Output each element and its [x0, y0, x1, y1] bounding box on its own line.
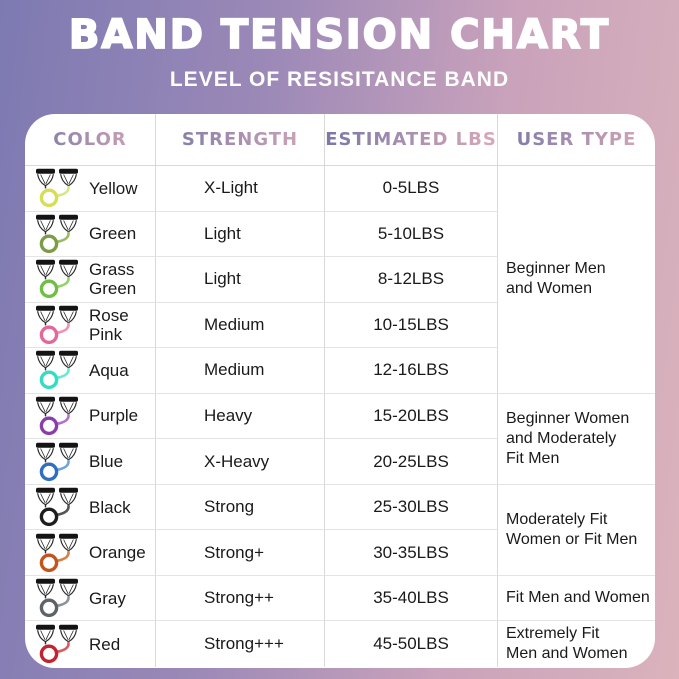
page-title: BAND TENSION CHART: [68, 11, 611, 59]
resistance-band-icon: [36, 351, 78, 390]
color-cell-red: Red: [25, 621, 156, 667]
resistance-band-icon: [36, 260, 78, 299]
color-cell-gray: Gray: [25, 575, 156, 622]
resistance-band-icon: [36, 578, 78, 618]
column-header-user-type: USER TYPE: [498, 114, 655, 166]
color-name-label: Green: [89, 224, 137, 244]
strength-cell-black: Strong: [156, 484, 325, 531]
strength-cell-yellow: X-Light: [156, 166, 325, 212]
estimated-lbs-cell-orange: 30-35LBS: [325, 530, 498, 576]
resistance-band-icon: [36, 396, 78, 436]
estimated-lbs-cell-blue: 20-25LBS: [325, 439, 498, 485]
user-type-cell-4: Fit Men and Women: [498, 576, 655, 622]
strength-cell-gray: Strong++: [156, 575, 325, 622]
color-name-label: Black: [89, 497, 131, 517]
strength-cell-grass-green: Light: [156, 257, 325, 303]
color-cell-green: Green: [25, 211, 156, 258]
color-name-label: Grass Green: [89, 260, 137, 299]
resistance-band-icon: [36, 169, 78, 208]
estimated-lbs-cell-gray: 35-40LBS: [325, 575, 498, 622]
table-header-row: COLOR STRENGTH ESTIMATED LBS USER TYPE: [25, 114, 655, 166]
user-type-cell-3: Moderately Fit Women or Fit Men: [498, 485, 655, 576]
color-name-label: Orange: [89, 543, 146, 563]
strength-cell-blue: X-Heavy: [156, 439, 325, 485]
strength-cell-aqua: Medium: [156, 348, 325, 394]
page-subtitle: LEVEL OF RESISITANCE BAND: [169, 68, 510, 91]
user-type-cell-5: Extremely Fit Men and Women: [506, 625, 628, 663]
color-cell-rose-pink: Rose Pink: [25, 302, 156, 349]
column-header-estimated-lbs: ESTIMATED LBS: [325, 114, 498, 166]
estimated-lbs-cell-rose-pink: 10-15LBS: [325, 302, 498, 349]
color-cell-yellow: Yellow: [25, 166, 156, 212]
band-table-body: Yellow X-Light 0-5LBS Green Light 5-10LBS Gr…: [25, 166, 655, 667]
color-name-label: Red: [89, 634, 121, 654]
strength-cell-green: Light: [156, 211, 325, 258]
color-cell-orange: Orange: [25, 530, 156, 576]
column-header-strength: STRENGTH: [156, 114, 325, 166]
estimated-lbs-cell-aqua: 12-16LBS: [325, 348, 498, 394]
estimated-lbs-cell-purple: 15-20LBS: [325, 393, 498, 440]
color-name-label: Yellow: [89, 178, 138, 198]
estimated-lbs-cell-green: 5-10LBS: [325, 211, 498, 258]
color-cell-blue: Blue: [25, 439, 156, 485]
estimated-lbs-cell-yellow: 0-5LBS: [325, 166, 498, 212]
color-name-label: Aqua: [89, 360, 129, 380]
strength-cell-red: Strong+++: [156, 621, 325, 667]
estimated-lbs-cell-black: 25-30LBS: [325, 484, 498, 531]
color-cell-aqua: Aqua: [25, 348, 156, 394]
chart-card: COLOR STRENGTH ESTIMATED LBS USER TYPE Y…: [25, 114, 655, 668]
strength-cell-rose-pink: Medium: [156, 302, 325, 349]
estimated-lbs-cell-grass-green: 8-12LBS: [325, 257, 498, 303]
color-cell-purple: Purple: [25, 393, 156, 440]
column-header-color: COLOR: [25, 114, 156, 166]
resistance-band-icon: [36, 442, 78, 481]
resistance-band-icon: [36, 625, 78, 664]
strength-cell-orange: Strong+: [156, 530, 325, 576]
strength-cell-purple: Heavy: [156, 393, 325, 440]
color-cell-black: Black: [25, 484, 156, 531]
resistance-band-icon: [36, 487, 78, 527]
color-cell-grass-green: Grass Green: [25, 257, 156, 303]
color-name-label: Blue: [89, 452, 124, 472]
resistance-band-icon: [36, 305, 78, 344]
color-name-label: Gray: [89, 588, 126, 608]
color-name-label: Purple: [89, 406, 139, 426]
resistance-band-icon: [36, 533, 78, 572]
color-name-label: Rose Pink: [89, 305, 129, 344]
user-type-cell-1: Beginner Men and Women: [498, 166, 655, 394]
estimated-lbs-cell-red: 45-50LBS: [325, 621, 498, 667]
resistance-band-icon: [36, 214, 78, 253]
user-type-cell-2: Beginner Women and Moderately Fit Men: [498, 394, 655, 485]
